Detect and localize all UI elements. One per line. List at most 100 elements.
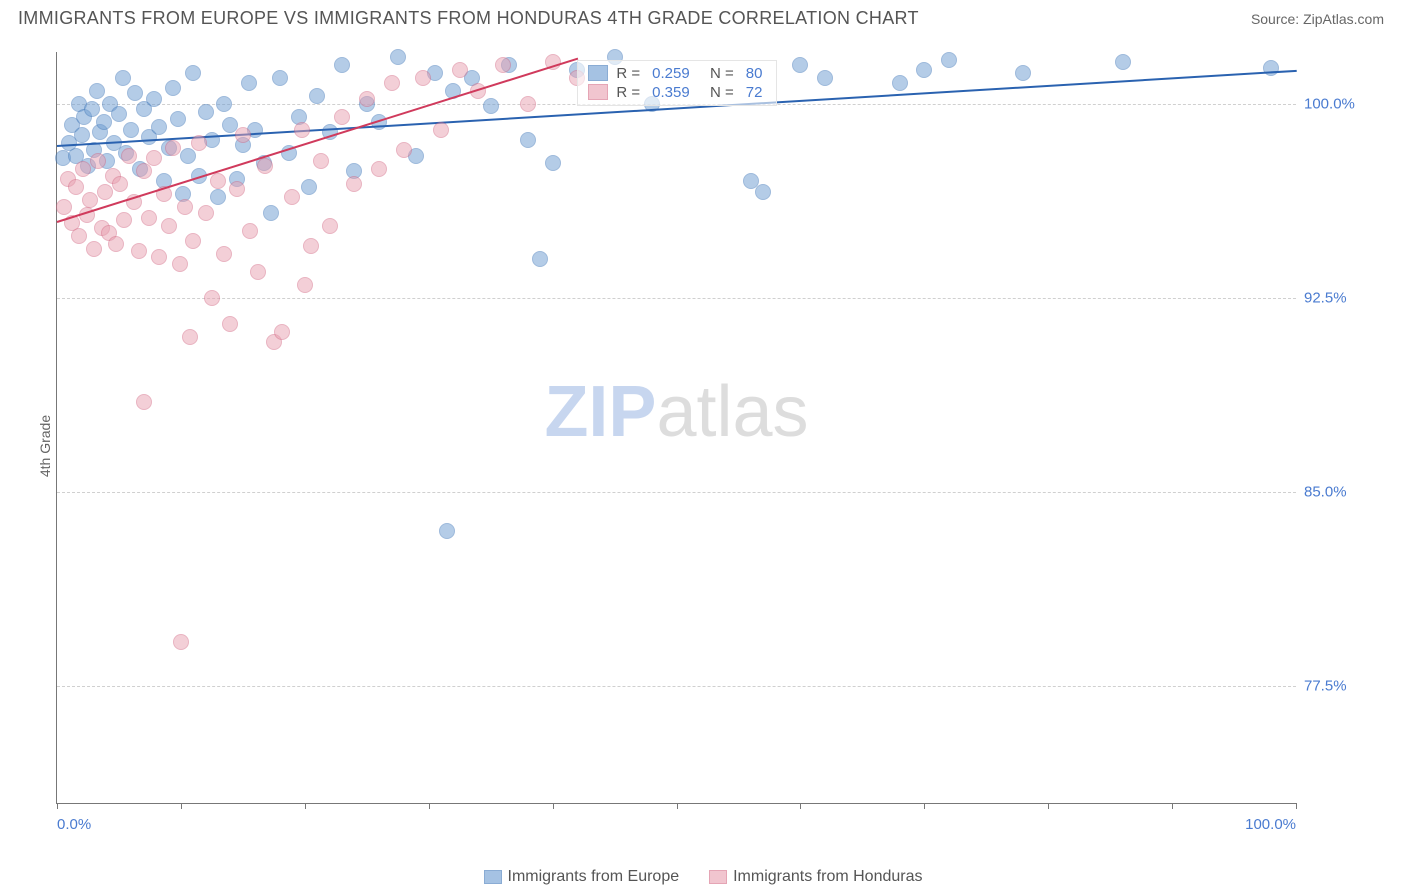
data-point — [136, 394, 152, 410]
data-point — [520, 96, 536, 112]
data-point — [89, 83, 105, 99]
data-point — [191, 135, 207, 151]
data-point — [161, 218, 177, 234]
data-point — [241, 75, 257, 91]
data-point — [112, 176, 128, 192]
data-point — [165, 140, 181, 156]
data-point — [303, 238, 319, 254]
data-point — [346, 176, 362, 192]
data-point — [165, 80, 181, 96]
x-tick — [181, 803, 182, 809]
data-point — [198, 205, 214, 221]
legend-swatch — [588, 84, 608, 100]
data-point — [545, 155, 561, 171]
legend-row: R = 0.359 N = 72 — [588, 84, 766, 101]
x-tick — [1172, 803, 1173, 809]
data-point — [146, 150, 162, 166]
data-point — [185, 65, 201, 81]
data-point — [301, 179, 317, 195]
legend-r-value: 0.259 — [652, 65, 690, 82]
data-point — [520, 132, 536, 148]
legend-swatch — [588, 65, 608, 81]
x-tick — [677, 803, 678, 809]
data-point — [136, 163, 152, 179]
bottom-legend-item: Immigrants from Europe — [484, 868, 680, 886]
bottom-legend-item: Immigrants from Honduras — [709, 868, 922, 886]
chart-title: IMMIGRANTS FROM EUROPE VS IMMIGRANTS FRO… — [18, 8, 919, 29]
data-point — [56, 199, 72, 215]
data-point — [185, 233, 201, 249]
data-point — [151, 119, 167, 135]
data-point — [359, 91, 375, 107]
y-tick-label: 77.5% — [1304, 678, 1384, 695]
data-point — [1015, 65, 1031, 81]
gridline — [57, 686, 1296, 687]
data-point — [396, 142, 412, 158]
x-tick — [924, 803, 925, 809]
legend-r-label: R = — [616, 65, 640, 82]
data-point — [131, 243, 147, 259]
bottom-legend: Immigrants from Europe Immigrants from Ho… — [0, 868, 1406, 886]
data-point — [235, 127, 251, 143]
data-point — [127, 85, 143, 101]
data-point — [97, 184, 113, 200]
legend-r-value: 0.359 — [652, 84, 690, 101]
data-point — [173, 634, 189, 650]
data-point — [1115, 54, 1131, 70]
x-tick — [800, 803, 801, 809]
plot-area: ZIPatlas 77.5%85.0%92.5%100.0%0.0%100.0%… — [56, 52, 1296, 804]
data-point — [817, 70, 833, 86]
x-tick — [1296, 803, 1297, 809]
data-point — [108, 236, 124, 252]
data-point — [75, 161, 91, 177]
data-point — [68, 179, 84, 195]
data-point — [182, 329, 198, 345]
data-point — [297, 277, 313, 293]
data-point — [111, 106, 127, 122]
data-point — [390, 49, 406, 65]
data-point — [495, 57, 511, 73]
x-tick — [429, 803, 430, 809]
data-point — [222, 316, 238, 332]
data-point — [86, 241, 102, 257]
y-tick-label: 92.5% — [1304, 290, 1384, 307]
data-point — [892, 75, 908, 91]
legend-swatch — [484, 870, 502, 884]
data-point — [71, 228, 87, 244]
legend-r-label: R = — [616, 84, 640, 101]
data-point — [177, 199, 193, 215]
data-point — [84, 101, 100, 117]
series-name: Immigrants from Europe — [508, 868, 680, 885]
data-point — [172, 256, 188, 272]
x-tick-label: 100.0% — [1245, 816, 1296, 833]
legend-n-label: N = — [702, 84, 734, 101]
watermark: ZIPatlas — [544, 371, 808, 453]
data-point — [216, 246, 232, 262]
data-point — [755, 184, 771, 200]
data-point — [792, 57, 808, 73]
data-point — [210, 173, 226, 189]
data-point — [284, 189, 300, 205]
data-point — [483, 98, 499, 114]
data-point — [141, 210, 157, 226]
data-point — [263, 205, 279, 221]
data-point — [257, 158, 273, 174]
data-point — [309, 88, 325, 104]
data-point — [198, 104, 214, 120]
data-point — [334, 109, 350, 125]
legend-row: R = 0.259 N = 80 — [588, 65, 766, 82]
legend-n-value: 80 — [746, 65, 763, 82]
data-point — [439, 523, 455, 539]
data-point — [204, 290, 220, 306]
data-point — [322, 218, 338, 234]
y-tick-label: 100.0% — [1304, 95, 1384, 112]
data-point — [116, 212, 132, 228]
x-tick — [305, 803, 306, 809]
data-point — [115, 70, 131, 86]
data-point — [334, 57, 350, 73]
gridline — [57, 492, 1296, 493]
chart-container: 4th Grade ZIPatlas 77.5%85.0%92.5%100.0%… — [18, 40, 1394, 852]
series-name: Immigrants from Honduras — [733, 868, 922, 885]
data-point — [74, 127, 90, 143]
data-point — [384, 75, 400, 91]
